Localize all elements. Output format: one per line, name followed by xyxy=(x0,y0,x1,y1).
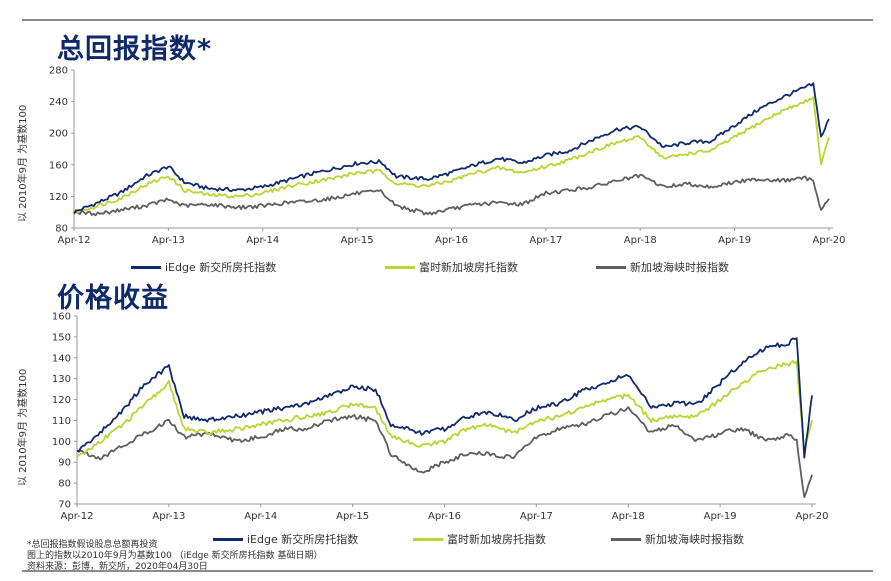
y-tick-label: 80 xyxy=(58,479,71,490)
x-tick-label: Apr-16 xyxy=(428,511,461,522)
x-tick-label: Apr-19 xyxy=(718,235,751,246)
series-line-iedge xyxy=(73,82,830,214)
legend-label-iedge: iEdge 新交所房托指数 xyxy=(247,533,359,546)
legend-item-iedge-2: iEdge 新交所房托指数 xyxy=(213,531,358,547)
y-tick-label: 120 xyxy=(49,192,68,203)
series-line-sti xyxy=(76,406,813,498)
x-tick-label: Apr-18 xyxy=(612,511,645,522)
legend-swatch-fu xyxy=(413,537,443,541)
y-tick-label: 280 xyxy=(49,66,68,77)
legend-item-sg-1: 新加坡海峡时报指数 xyxy=(596,259,729,275)
y-tick-label: 140 xyxy=(52,353,71,364)
legend-swatch-sg xyxy=(596,265,626,269)
legend-label-sg: 新加坡海峡时报指数 xyxy=(645,533,744,546)
x-tick-label: Apr-16 xyxy=(435,235,468,246)
series-line-ftse-reit xyxy=(73,96,830,214)
y-tick-label: 100 xyxy=(52,437,71,448)
x-tick-label: Apr-13 xyxy=(152,235,185,246)
footnote-base-date: 图上的指数以2010年9月为基数100 （iEdge 新交所房托指数 基础日期） xyxy=(27,551,323,561)
footnote-dividends: *总回报指数假设股息总额再投资 xyxy=(27,540,158,550)
legend-swatch-sg xyxy=(611,537,641,541)
legend-swatch-iedge xyxy=(213,537,243,541)
y-tick-label: 130 xyxy=(52,374,71,385)
legend-item-fu-2: 富时新加坡房托指数 xyxy=(413,531,546,547)
x-tick-label: Apr-17 xyxy=(529,235,562,246)
legend-label-fu: 富时新加坡房托指数 xyxy=(419,261,518,274)
legend-swatch-iedge xyxy=(131,265,161,269)
x-tick-label: Apr-14 xyxy=(246,235,279,246)
y-tick-label: 120 xyxy=(52,395,71,406)
x-tick-label: Apr-14 xyxy=(244,511,277,522)
legend-item-sg-2: 新加坡海峡时报指数 xyxy=(611,531,744,547)
x-tick-label: Apr-12 xyxy=(61,511,94,522)
legend-label-fu: 富时新加坡房托指数 xyxy=(447,533,546,546)
x-tick-label: Apr-15 xyxy=(336,511,369,522)
y-tick-label: 90 xyxy=(58,458,71,469)
series-line-ftse-reit xyxy=(76,360,813,458)
footnote-source: 资料来源：彭博，新交所，2020年04月30日 xyxy=(27,562,208,572)
series-line-iedge xyxy=(76,337,813,459)
legend-swatch-fu xyxy=(385,265,415,269)
y-tick-label: 150 xyxy=(52,332,71,343)
x-tick-label: Apr-18 xyxy=(624,235,657,246)
legend-label-sg: 新加坡海峡时报指数 xyxy=(630,261,729,274)
y-tick-label: 80 xyxy=(55,224,68,235)
y-tick-label: 160 xyxy=(49,160,68,171)
y-tick-label: 110 xyxy=(52,416,71,427)
chart-title-total-return: 总回报指数* xyxy=(57,34,213,65)
x-tick-label: Apr-12 xyxy=(58,235,91,246)
series-line-sti xyxy=(73,173,830,217)
top-rule xyxy=(22,19,873,21)
y-tick-label: 240 xyxy=(49,97,68,108)
chart-title-price-return: 价格收益 xyxy=(57,283,169,314)
x-tick-label: Apr-20 xyxy=(813,235,846,246)
y-tick-label: 160 xyxy=(52,312,71,323)
legend-label-iedge: iEdge 新交所房托指数 xyxy=(165,261,277,274)
x-tick-label: Apr-19 xyxy=(704,511,737,522)
x-tick-label: Apr-15 xyxy=(341,235,374,246)
x-tick-label: Apr-20 xyxy=(796,511,829,522)
x-tick-label: Apr-13 xyxy=(152,511,185,522)
x-tick-label: Apr-17 xyxy=(520,511,553,522)
legend-item-fu-1: 富时新加坡房托指数 xyxy=(385,259,518,275)
bottom-rule xyxy=(22,570,873,572)
legend-item-iedge-1: iEdge 新交所房托指数 xyxy=(131,259,276,275)
y-tick-label: 70 xyxy=(58,500,71,511)
y-tick-label: 200 xyxy=(49,129,68,140)
